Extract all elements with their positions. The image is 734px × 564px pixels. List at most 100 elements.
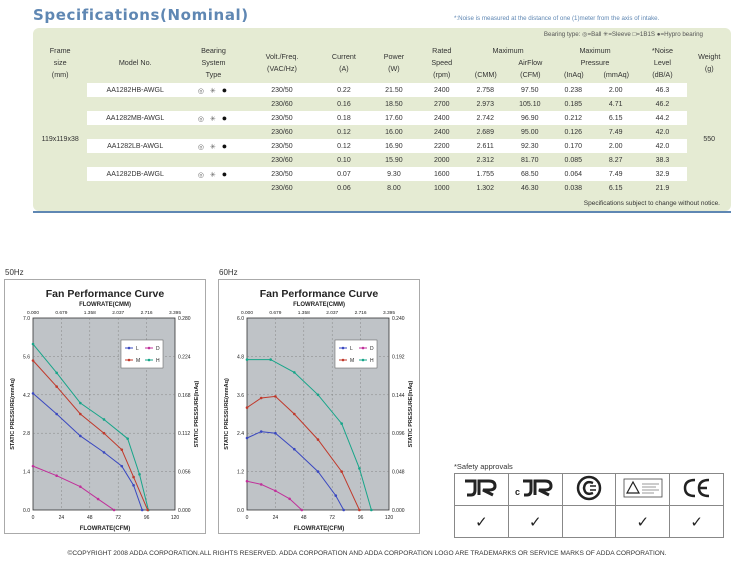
power-cell: 16.90 (367, 139, 420, 153)
series-point-M (132, 475, 135, 479)
ball-sleeve-icons: ◎ ✳ (197, 116, 222, 123)
speed-cell: 2400 (420, 125, 464, 139)
chart-legend (120, 339, 164, 369)
legend-marker-L (341, 346, 345, 350)
pressure-mmaq-cell: 4.71 (593, 97, 638, 111)
series-point-M (146, 508, 149, 512)
legend-marker-M (341, 358, 345, 362)
speed-cell: 2000 (420, 153, 464, 167)
bearing-cell (183, 153, 244, 167)
pressure-mmaq-cell: 7.49 (593, 167, 638, 181)
pressure-mmaq-cell: 8.27 (593, 153, 638, 167)
series-point-L (316, 470, 320, 473)
chart-60hz-label: 60Hz (219, 268, 238, 277)
series-point-H (269, 358, 272, 361)
table-body: 119x119x38 AA1282HB-AWGL ◎ ✳ ● 230/50 0.22 21… (33, 83, 731, 195)
series-point-L (259, 430, 263, 433)
checkmark-icon: ✓ (475, 513, 488, 531)
x-tick-label: 48 (87, 515, 93, 521)
series-point-M (259, 396, 263, 400)
x-tick-label: 72 (329, 515, 335, 521)
volt-cell: 230/50 (243, 139, 320, 153)
y2-tick-label: 0.112 (178, 431, 190, 437)
series-point-D (31, 464, 35, 468)
legend-marker-H (147, 358, 151, 362)
header-weight: Weight (g) (698, 51, 721, 73)
x-tick-label: 0 (246, 515, 249, 521)
speed-cell: 2200 (420, 139, 464, 153)
series-point-D (300, 508, 304, 512)
header-model: Model No. (118, 57, 152, 67)
y-tick-label: 3.6 (237, 393, 244, 399)
safety-grid: c ✓ ✓ ✓ ✓ (454, 473, 724, 538)
y2-tick-label: 0.240 (392, 316, 405, 322)
series-point-L (55, 412, 58, 416)
x2-tick-label: 0.000 (241, 310, 253, 316)
header-volt-freq: Volt./Freq. (VAC/Hz) (265, 51, 299, 73)
page-title: Specifications(Nominal) (33, 6, 249, 24)
y2-tick-label: 0.000 (178, 508, 191, 514)
series-point-M (316, 438, 320, 441)
hypro-bearing-icon: ● (221, 141, 230, 151)
speed-cell: 2700 (420, 97, 464, 111)
series-point-H (31, 342, 35, 346)
header-bearing: Bearing System Type (201, 45, 226, 79)
safety-check-cell: ✓ (669, 505, 724, 538)
series-point-M (358, 508, 361, 512)
volt-cell: 230/50 (243, 111, 320, 125)
series-point-L (245, 436, 249, 440)
x2-tick-label: 2.037 (326, 310, 338, 316)
current-cell: 0.07 (320, 167, 368, 181)
model-cell: AA1282HB-AWGL (87, 83, 184, 97)
spec-panel: Bearing type: ◎=Ball ✳=Sleeve □=1B1S ●=H… (33, 28, 731, 211)
model-cell (87, 125, 184, 139)
series-point-L (79, 434, 82, 438)
bearing-cell (183, 181, 244, 195)
tuv-mark-icon (623, 478, 663, 502)
series-point-L (31, 392, 35, 395)
legend-marker-H (361, 358, 365, 362)
bearing-cell: ◎ ✳ ● (183, 167, 244, 181)
header-pressure: Maximum Pressure (InAq) (mmAq) (564, 45, 630, 79)
pressure-inaq-cell: 0.126 (552, 125, 594, 139)
ur-mark-icon (463, 478, 499, 502)
noise-cell: 32.9 (637, 167, 688, 181)
frame-size-cell: 119x119x38 (33, 83, 88, 195)
chart-title: Fan Performance Curve (46, 288, 165, 300)
noise-cell: 38.3 (637, 153, 688, 167)
ball-sleeve-icons: ◎ ✳ (197, 172, 222, 179)
x2-tick-label: 1.358 (298, 310, 310, 316)
ce-logo (669, 473, 724, 506)
copyright: ©COPYRIGHT 2008 ADDA CORPORATION.ALL RIG… (67, 550, 667, 557)
noise-cell: 42.0 (637, 125, 688, 139)
y-tick-label: 7.0 (23, 316, 30, 322)
model-cell (87, 181, 184, 195)
y-tick-label: 4.2 (23, 393, 30, 399)
bearing-cell: ◎ ✳ ● (183, 139, 244, 153)
y2-tick-label: 0.000 (392, 508, 405, 514)
legend-label-M: M (136, 358, 140, 364)
airflow-cfm-cell: 81.70 (506, 153, 553, 167)
airflow-cmm-cell: 2.689 (463, 125, 507, 139)
cul-recognized-logo: c (507, 473, 563, 506)
x-tick-label: 0 (32, 515, 35, 521)
y2-tick-label: 0.048 (392, 470, 405, 476)
model-cell: AA1282LB-AWGL (87, 139, 184, 153)
airflow-cmm-cell: 1.302 (463, 181, 507, 195)
x2-tick-label: 0.679 (55, 310, 67, 316)
airflow-cmm-cell: 2.742 (463, 111, 507, 125)
y-tick-label: 0.0 (237, 508, 244, 514)
pressure-mmaq-cell: 6.15 (593, 181, 638, 195)
csa-logo (561, 473, 617, 506)
speed-cell: 2400 (420, 83, 464, 97)
series-point-H (340, 422, 343, 425)
speed-cell: 2400 (420, 111, 464, 125)
ball-sleeve-icons: ◎ ✳ (197, 144, 222, 151)
y-tick-label: 2.4 (237, 431, 244, 437)
table-header-row: Frame size (mm) Model No. Bearing System Type V… (33, 42, 731, 83)
safety-check-row: ✓ ✓ ✓ ✓ (454, 505, 724, 538)
pressure-inaq-cell: 0.170 (552, 139, 594, 153)
series-point-D (112, 508, 116, 512)
legend-label-L: L (136, 346, 139, 352)
pressure-mmaq-cell: 2.00 (593, 83, 638, 97)
